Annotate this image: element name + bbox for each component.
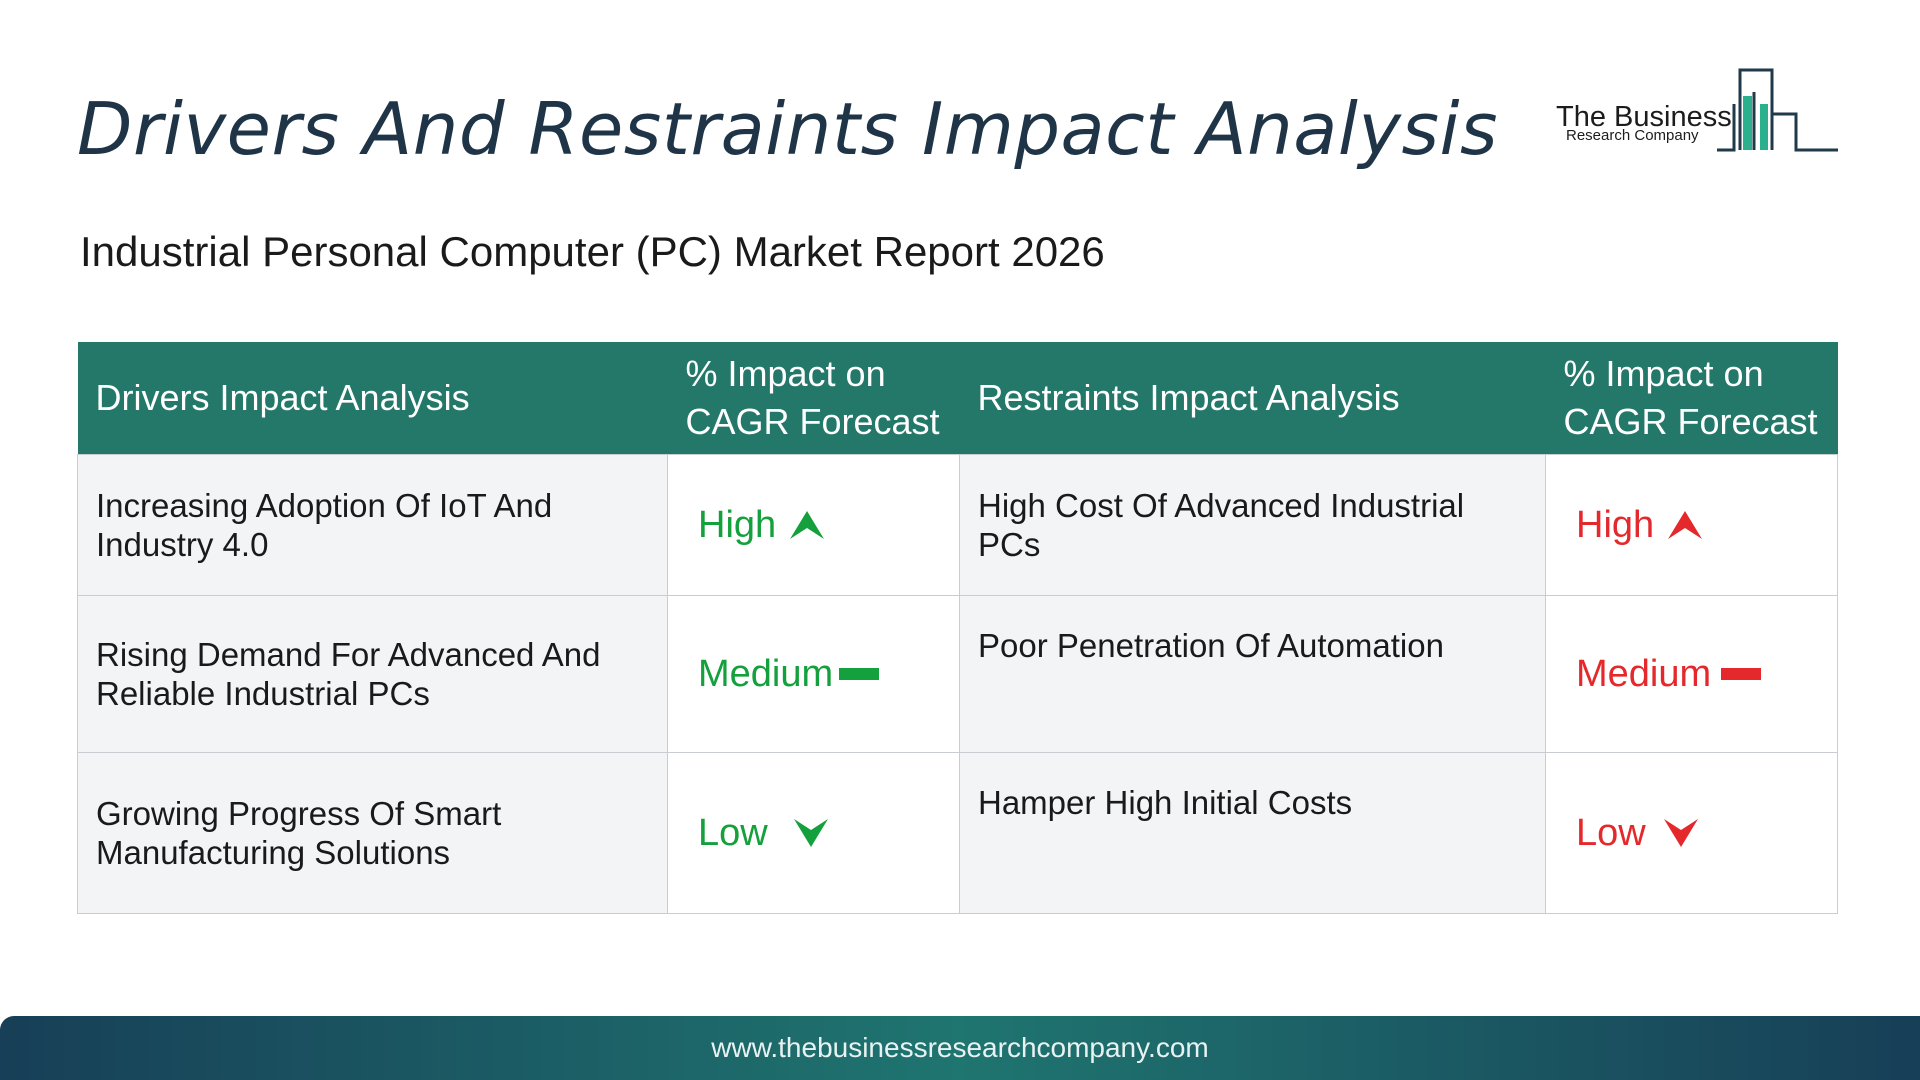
impact-level: Low <box>1576 811 1698 855</box>
driver-impact-cell: Medium <box>667 595 960 753</box>
impact-level: Medium <box>698 652 880 696</box>
table-row: Increasing Adoption Of IoT And Industry … <box>77 454 1838 596</box>
table-row: Growing Progress Of Smart Manufacturing … <box>77 752 1838 914</box>
footer-bar: www.thebusinessresearchcompany.com <box>0 1016 1920 1080</box>
driver-cell: Growing Progress Of Smart Manufacturing … <box>77 752 668 914</box>
logo-text-line1: The Business <box>1556 101 1732 133</box>
arrow-down-icon <box>1663 819 1698 847</box>
driver-cell: Rising Demand For Advanced And Reliable … <box>77 595 668 753</box>
restraint-impact-cell: Low <box>1545 752 1838 914</box>
header-drivers-impact: % Impact on CAGR Forecast <box>667 342 960 455</box>
driver-impact-cell: Low <box>667 752 960 914</box>
impact-label: High <box>1576 504 1655 546</box>
impact-label: Medium <box>1576 653 1712 695</box>
impact-level: Low <box>698 811 828 855</box>
driver-cell: Increasing Adoption Of IoT And Industry … <box>77 454 668 596</box>
header-restraints-impact: % Impact on CAGR Forecast <box>1545 342 1838 455</box>
table-header-row: Drivers Impact Analysis % Impact on CAGR… <box>77 342 1838 455</box>
arrow-down-icon <box>793 819 828 847</box>
header-drivers: Drivers Impact Analysis <box>77 342 668 455</box>
impact-label: High <box>698 504 777 546</box>
header-restraints: Restraints Impact Analysis <box>959 342 1546 455</box>
impact-label: Medium <box>698 653 834 695</box>
restraint-impact-cell: High <box>1545 454 1838 596</box>
impact-label: Low <box>698 812 768 854</box>
impact-level: Medium <box>1576 652 1762 696</box>
dash-icon <box>839 668 880 680</box>
restraint-cell: High Cost Of Advanced Industrial PCs <box>959 454 1546 596</box>
impact-level: High <box>1576 503 1703 547</box>
restraint-impact-cell: Medium <box>1545 595 1838 753</box>
footer-url[interactable]: www.thebusinessresearchcompany.com <box>711 1032 1209 1063</box>
restraint-cell: Poor Penetration Of Automation <box>959 595 1546 753</box>
table-row: Rising Demand For Advanced And Reliable … <box>77 595 1838 753</box>
bar-chart-buildings-icon <box>1717 68 1838 152</box>
dash-icon <box>1721 668 1762 680</box>
driver-impact-cell: High <box>667 454 960 596</box>
company-logo: The Business Research Company <box>1552 66 1840 156</box>
impact-analysis-table: Drivers Impact Analysis % Impact on CAGR… <box>77 342 1838 914</box>
impact-level: High <box>698 503 825 547</box>
page-title: Drivers And Restraints Impact Analysis <box>77 87 1499 171</box>
logo-text-line2: Research Company <box>1566 127 1699 144</box>
restraint-cell: Hamper High Initial Costs <box>959 752 1546 914</box>
report-subtitle: Industrial Personal Computer (PC) Market… <box>80 228 1105 275</box>
arrow-up-icon <box>1668 511 1703 539</box>
arrow-up-icon <box>790 511 825 539</box>
impact-label: Low <box>1576 812 1646 854</box>
